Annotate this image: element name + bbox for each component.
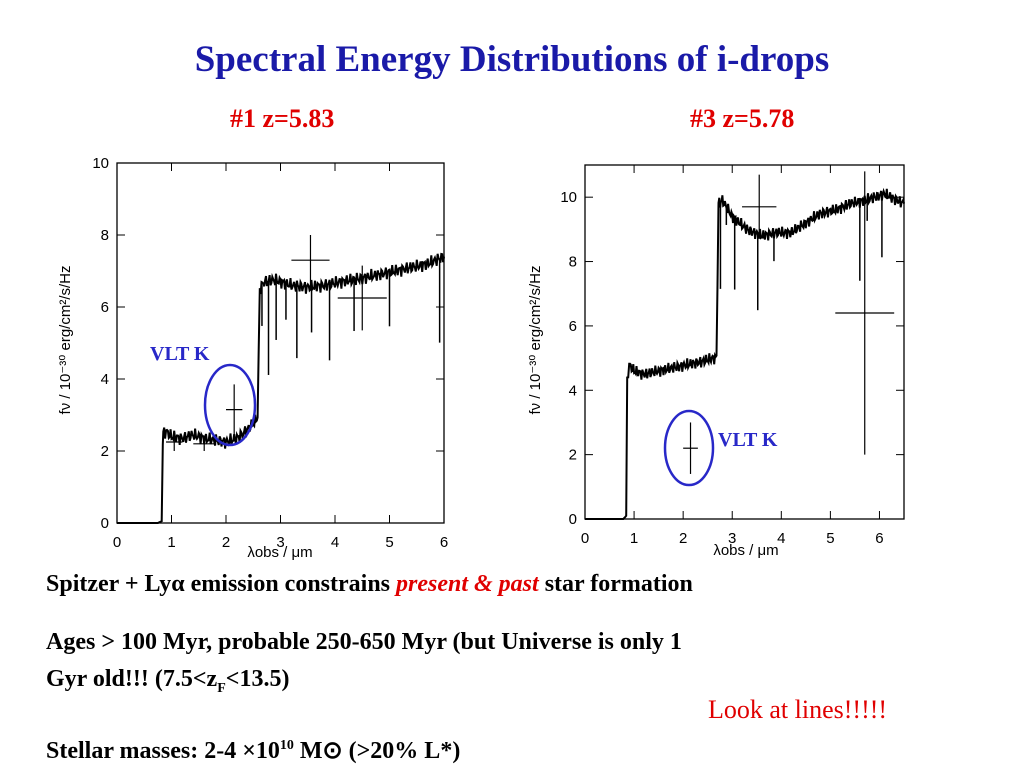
bullet-masses: Stellar masses: 2-4 ×1010 M⊙ (>20% L*) <box>46 738 461 764</box>
x-tick-label: 2 <box>222 534 230 551</box>
vlt-k-label: VLT K <box>718 429 778 451</box>
y-tick-label: 4 <box>101 371 109 388</box>
bullet-ages: Ages > 100 Myr, probable 250-650 Myr (bu… <box>46 629 682 696</box>
spectrum-line <box>117 252 445 524</box>
y-tick-label: 8 <box>101 227 109 244</box>
x-tick-label: 0 <box>581 530 589 547</box>
x-tick-label: 3 <box>728 530 736 547</box>
x-tick-label: 5 <box>826 530 834 547</box>
vlt-k-circle <box>203 363 257 447</box>
y-tick-label: 0 <box>569 511 577 528</box>
right-chart-label: #3 z=5.78 <box>690 104 795 133</box>
plot-frame <box>584 164 905 520</box>
left-chart-label: #1 z=5.83 <box>230 104 335 133</box>
slide-title: Spectral Energy Distributions of i-drops <box>194 39 830 80</box>
y-tick-label: 4 <box>569 382 577 399</box>
x-tick-label: 1 <box>630 530 638 547</box>
bullet-spitzer: Spitzer + Lyα emission constrains presen… <box>46 571 693 597</box>
x-axis-label: λobs / μm <box>247 544 312 560</box>
x-tick-label: 2 <box>679 530 687 547</box>
x-tick-label: 5 <box>385 534 393 551</box>
sed-chart-2: 0 1 2 3 4 5 6 0 2 4 6 8 10 VLT K fν / 10⁻³⁰ erg/cm²/s/… <box>527 164 905 559</box>
y-tick-label: 2 <box>101 443 109 460</box>
x-tick-label: 4 <box>331 534 339 551</box>
x-tick-label: 6 <box>440 534 448 551</box>
y-tick-label: 0 <box>101 515 109 532</box>
vlt-k-circle <box>663 409 715 487</box>
y-tick-label: 6 <box>569 318 577 335</box>
x-tick-label: 4 <box>777 530 785 547</box>
x-tick-label: 1 <box>167 534 175 551</box>
y-axis-label: fν / 10⁻³⁰ erg/cm²/s/Hz <box>527 266 544 415</box>
x-tick-label: 6 <box>875 530 883 547</box>
x-tick-label: 0 <box>113 534 121 551</box>
y-tick-label: 6 <box>101 299 109 316</box>
x-tick-label: 3 <box>276 534 284 551</box>
vlt-k-label: VLT K <box>150 343 210 365</box>
sed-chart-1: 0 1 2 3 4 5 6 0 2 4 6 8 10 VLT K fν / 10⁻³⁰ erg/cm²/s/… <box>57 155 448 560</box>
y-tick-label: 2 <box>569 447 577 464</box>
y-tick-label: 8 <box>569 254 577 271</box>
y-tick-label: 10 <box>560 189 577 206</box>
x-axis-label: λobs / μm <box>713 542 778 559</box>
spectrum-line <box>585 187 905 520</box>
look-at-lines-note: Look at lines!!!!! <box>708 695 888 724</box>
y-axis-label: fν / 10⁻³⁰ erg/cm²/s/Hz <box>57 266 74 415</box>
y-tick-label: 10 <box>92 155 109 172</box>
